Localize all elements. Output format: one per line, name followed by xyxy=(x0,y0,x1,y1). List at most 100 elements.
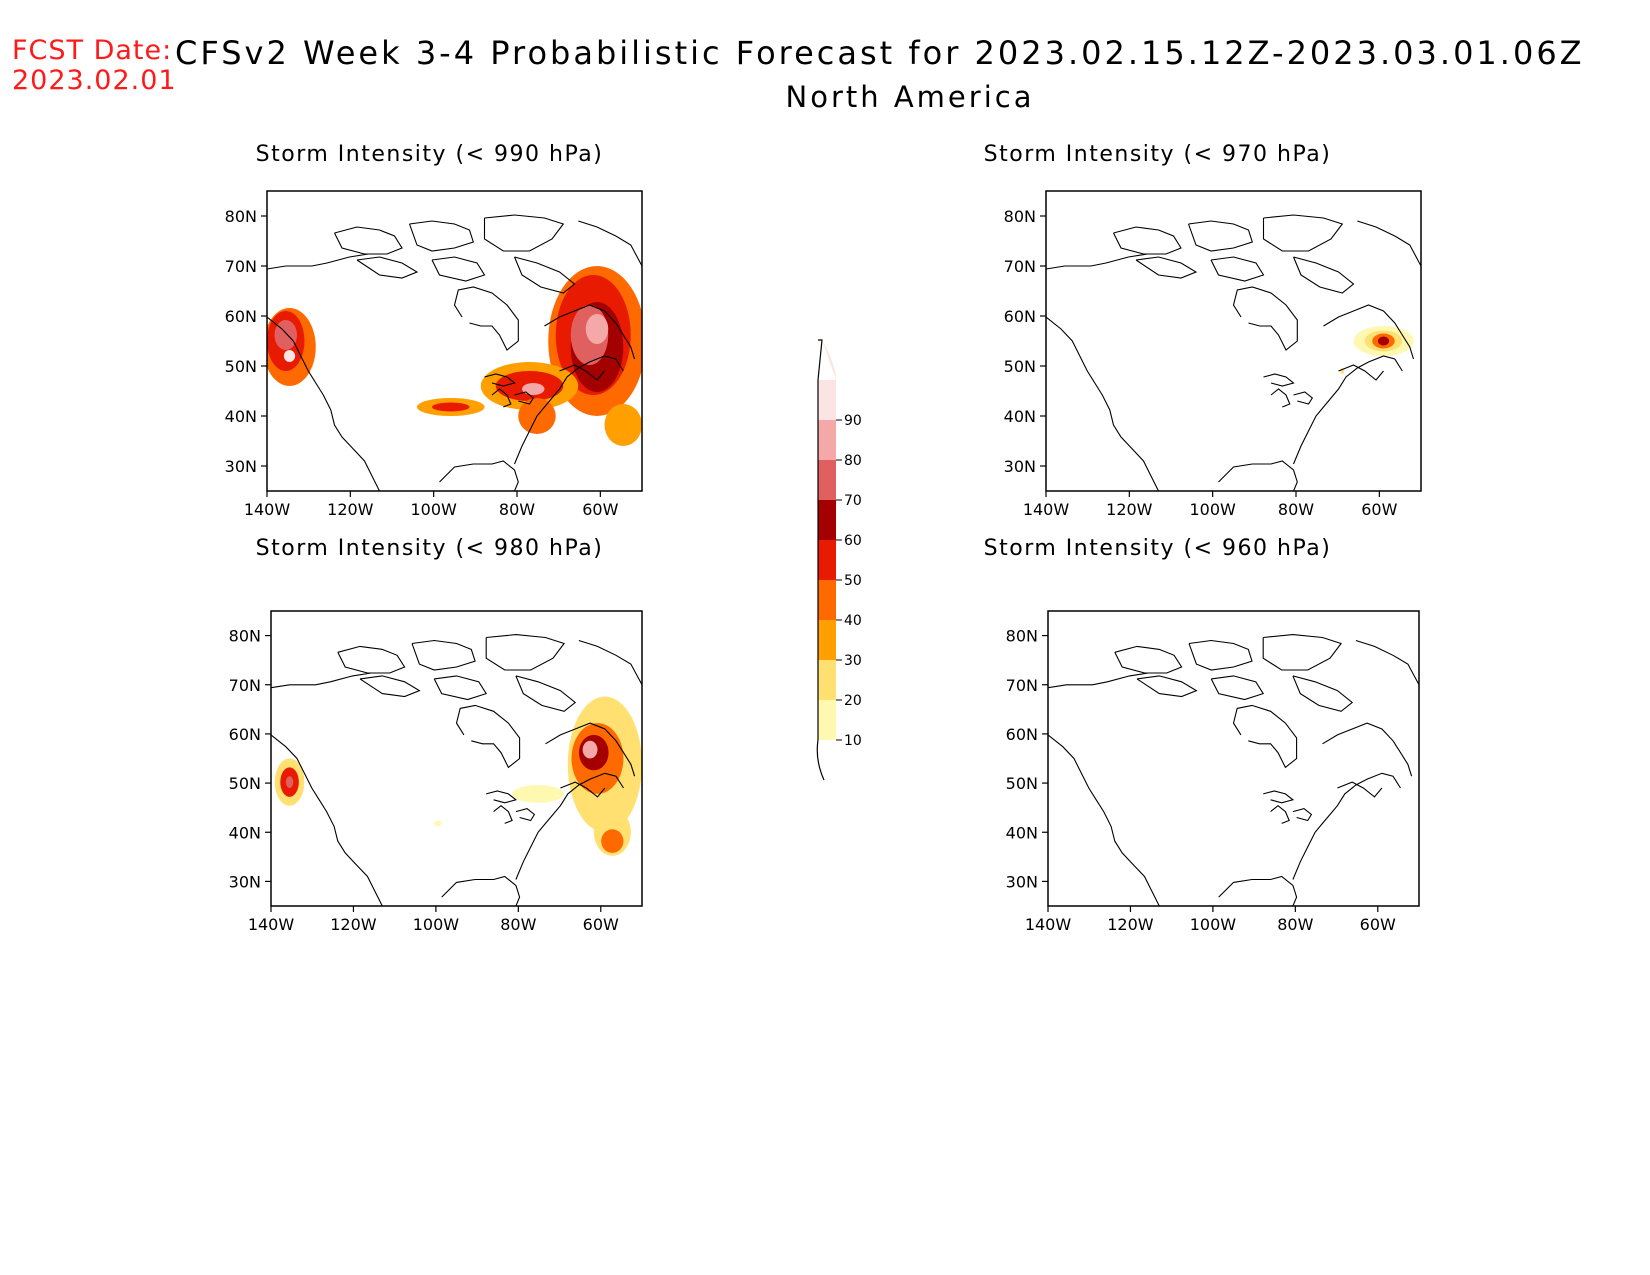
coastline xyxy=(560,781,606,798)
lon-tick-label: 140W xyxy=(248,915,295,934)
coastline xyxy=(545,722,636,777)
coastline xyxy=(486,790,518,804)
probability-area xyxy=(512,785,565,803)
map-panel-2: 80N 70N 60N 50N 40N 30N 140W 120W 100W 80W 60W xyxy=(229,610,643,934)
lat-tick-label: 30N xyxy=(225,457,257,476)
colorbar-segment xyxy=(818,500,836,540)
coastline xyxy=(1338,364,1384,381)
coastline xyxy=(578,639,642,686)
coastline xyxy=(578,220,642,267)
probability-area xyxy=(274,320,297,350)
coastline xyxy=(491,388,512,408)
colorbar-label: 30 xyxy=(844,653,862,669)
lat-tick-label: 80N xyxy=(229,627,261,646)
lat-tick-label: 50N xyxy=(225,357,257,376)
probability-area xyxy=(604,404,642,446)
coastline xyxy=(513,355,624,465)
coastline xyxy=(514,391,535,405)
colorbar-label: 50 xyxy=(844,573,862,589)
probability-area xyxy=(585,314,609,344)
colorbar-label: 10 xyxy=(844,733,862,749)
lat-tick-label: 60N xyxy=(1006,725,1038,744)
lon-tick-label: 60W xyxy=(1361,500,1397,519)
colorbar-label: 70 xyxy=(844,493,862,509)
colorbar-label: 90 xyxy=(844,413,862,429)
colorbar-segment xyxy=(818,420,836,460)
lat-tick-label: 50N xyxy=(1006,774,1038,793)
coastline xyxy=(485,634,566,671)
probability-area xyxy=(283,350,296,362)
coastline xyxy=(1046,316,1159,491)
coastline xyxy=(1293,391,1314,405)
coastline xyxy=(1232,704,1298,769)
coastline xyxy=(453,286,519,351)
colorbar-label: 40 xyxy=(844,613,862,629)
map-panel-1: 80N 70N 60N 50N 40N 30N 140W 120W 100W 80W 60W xyxy=(1004,190,1422,519)
coastline xyxy=(1292,772,1401,880)
probability-area xyxy=(522,383,545,395)
coastline xyxy=(1210,675,1265,701)
lat-tick-label: 60N xyxy=(225,307,257,326)
coastline xyxy=(1355,639,1419,686)
coastline xyxy=(484,373,516,387)
lon-tick-label: 100W xyxy=(1190,915,1237,934)
colorbar: 10 20 30 40 50 60 70 80 90 xyxy=(816,339,862,781)
coastline xyxy=(1210,256,1265,282)
probability-area xyxy=(601,829,624,853)
lon-tick-label: 120W xyxy=(327,500,374,519)
coastline xyxy=(411,639,476,671)
coastline xyxy=(515,675,577,712)
coastline xyxy=(356,256,419,279)
lat-tick-label: 70N xyxy=(1004,257,1036,276)
coastline xyxy=(1263,373,1295,387)
lat-tick-label: 40N xyxy=(229,823,261,842)
lon-tick-label: 120W xyxy=(1106,500,1153,519)
lat-tick-label: 40N xyxy=(1004,407,1036,426)
coastline xyxy=(1270,388,1291,408)
map-frame xyxy=(1047,610,1420,907)
panel-title-970: Storm Intensity (< 970 hPa) xyxy=(983,142,1332,167)
coastline xyxy=(493,804,513,824)
colorbar-label: 80 xyxy=(844,453,862,469)
panel-title-960: Storm Intensity (< 960 hPa) xyxy=(983,536,1332,561)
lon-tick-label: 100W xyxy=(1189,500,1236,519)
coastline xyxy=(1270,804,1290,824)
coastline xyxy=(1292,675,1354,712)
colorbar-segment xyxy=(818,660,836,700)
colorbar-label: 20 xyxy=(844,693,862,709)
colorbar-segment xyxy=(818,580,836,620)
lat-tick-label: 60N xyxy=(1004,307,1036,326)
lat-tick-label: 70N xyxy=(229,676,261,695)
coastline xyxy=(1263,790,1295,804)
forecast-date-block: FCST Date: 2023.02.01 xyxy=(12,36,177,96)
lat-tick-label: 70N xyxy=(225,257,257,276)
coastline xyxy=(1292,256,1355,294)
lat-tick-label: 40N xyxy=(225,407,257,426)
lon-tick-label: 60W xyxy=(582,500,618,519)
coastline xyxy=(1187,220,1253,252)
coastline xyxy=(515,807,536,822)
lon-tick-label: 120W xyxy=(330,915,377,934)
colorbar-segment xyxy=(818,460,836,500)
coastline xyxy=(408,220,474,252)
map-panel-0: 80N 70N 60N 50N 40N 30N 140W 120W 100W 80W 60W xyxy=(225,190,643,519)
colorbar-segment xyxy=(818,380,836,420)
region-subtitle: North America xyxy=(785,80,1035,114)
lat-tick-label: 40N xyxy=(1006,823,1038,842)
panel-title-990: Storm Intensity (< 990 hPa) xyxy=(255,142,604,167)
coastline xyxy=(1218,875,1298,906)
coastline xyxy=(455,704,521,769)
lon-tick-label: 140W xyxy=(244,500,291,519)
lat-tick-label: 80N xyxy=(1004,207,1036,226)
lat-tick-label: 30N xyxy=(1004,457,1036,476)
coastline xyxy=(1113,226,1182,255)
lon-tick-label: 100W xyxy=(413,915,460,934)
lon-tick-label: 120W xyxy=(1107,915,1154,934)
probability-area xyxy=(432,402,470,412)
coastline xyxy=(1232,286,1298,351)
panel-title-980: Storm Intensity (< 980 hPa) xyxy=(255,536,604,561)
colorbar-segment xyxy=(818,700,836,740)
lon-tick-label: 100W xyxy=(410,500,457,519)
coastline xyxy=(1323,304,1415,360)
